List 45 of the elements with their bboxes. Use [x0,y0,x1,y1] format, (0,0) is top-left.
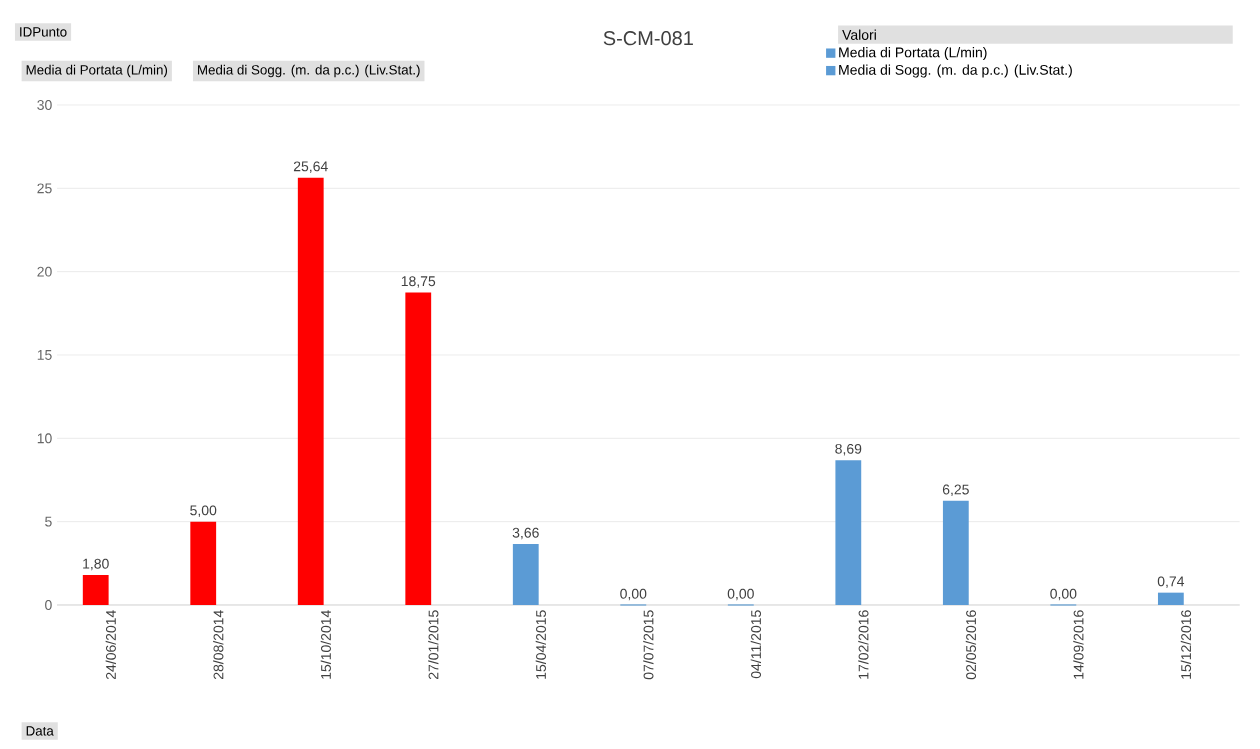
legend-title: Valori [842,29,876,40]
data-label: 18,75 [401,276,436,288]
y-tick-label: 15 [37,350,52,360]
x-tick-label: 15/12/2016 [1180,610,1192,679]
x-tick-label: 15/04/2015 [535,610,546,679]
legend-label: Media di Portata (L/min) [839,47,987,61]
x-tick-label: 15/10/2014 [320,610,331,679]
y-tick-label: 20 [37,266,52,277]
x-tick-label: 02/05/2016 [965,610,977,680]
bar [835,460,862,605]
y-tick-label: 5 [45,516,52,527]
y-tick-label: 10 [37,433,52,444]
x-tick-label: 24/06/2014 [105,610,116,680]
data-label: 5,00 [190,505,217,517]
data-label: 0,00 [1050,588,1077,601]
data-label: 0,74 [1157,576,1185,588]
bar [512,543,539,605]
x-tick-label: 14/09/2016 [1073,610,1084,679]
y-tick-label: 0 [45,600,52,610]
bar [405,292,432,605]
x-tick-label: 04/11/2015 [750,610,761,679]
y-tick-label: 30 [37,100,52,110]
data-label: 8,69 [835,443,862,456]
chart-title: S-CM-081 [603,31,693,46]
bar [82,574,109,605]
text: Media di Sogg. (m. da p.c.) (Liv.Stat.) [198,64,420,78]
x-tick-label: 27/01/2015 [428,610,439,680]
legend-label: Media di Sogg. (m. da p.c.) (Liv.Stat.) [839,64,1072,78]
text: Media di Portata (L/min) [26,64,168,78]
data-label: 0,00 [727,588,754,601]
x-tick-label: 07/07/2015 [643,610,654,680]
data-label: 6,25 [942,484,969,497]
bar [942,500,969,605]
data-label: 0,00 [620,588,647,601]
text: Data [26,726,54,736]
bar [1157,592,1184,605]
data-label: 3,66 [512,527,539,540]
x-tick-label: 17/02/2016 [858,610,869,679]
text: IDPunto [20,27,67,37]
x-tick-label: 28/08/2014 [213,610,224,680]
bar [297,177,324,605]
bar [190,521,217,605]
data-label: 25,64 [293,161,328,173]
y-tick-label: 25 [37,183,52,194]
data-label: 1,80 [83,558,109,571]
